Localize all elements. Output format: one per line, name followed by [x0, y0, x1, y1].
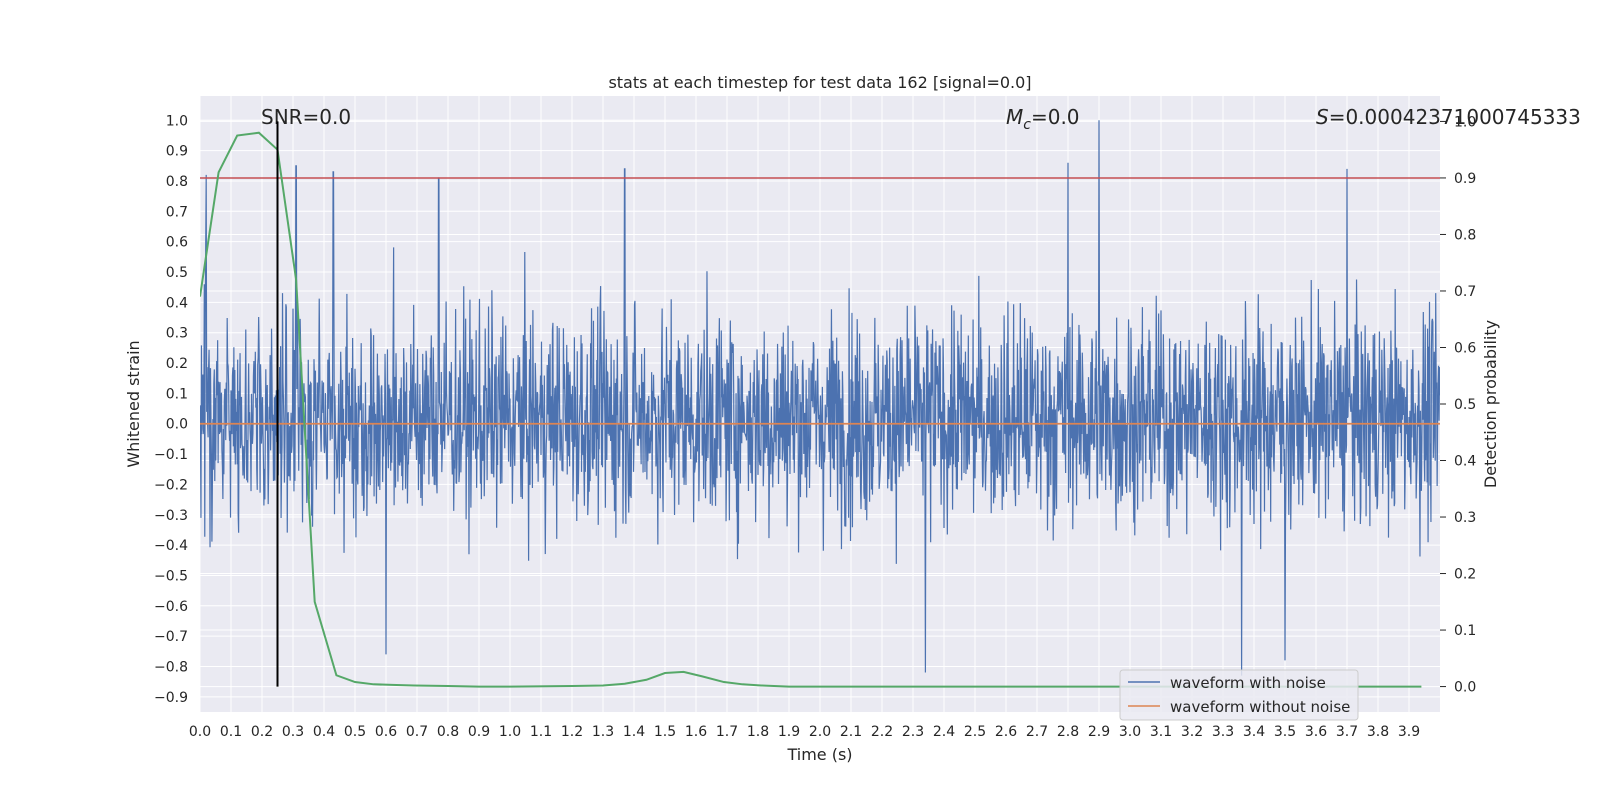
x-tick-label: 2.1 [840, 724, 862, 740]
x-tick-label: 3.0 [1119, 724, 1141, 740]
chirp-mass-annotation: Mc=0.0 [1006, 105, 1080, 133]
y-right-tick-label: 0.5 [1454, 397, 1476, 413]
y-left-tick-label: −0.3 [154, 508, 188, 524]
x-tick-label: 0.9 [468, 724, 490, 740]
legend: waveform with noise waveform without noi… [1119, 669, 1359, 721]
plot-area [200, 120, 1440, 688]
y-left-tick-label: 0.5 [166, 265, 188, 281]
x-tick-label: 1.1 [530, 724, 552, 740]
snr-annotation: SNR=0.0 [261, 105, 351, 129]
x-tick-label: 1.2 [561, 724, 583, 740]
x-tick-label: 2.9 [1088, 724, 1110, 740]
y-left-tick-label: 0.4 [166, 295, 188, 311]
y-right-tick-label: 0.3 [1454, 510, 1476, 526]
y-left-tick-label: 0.6 [166, 235, 188, 251]
x-tick-label: 2.6 [995, 724, 1017, 740]
x-tick-label: 2.0 [809, 724, 831, 740]
chirp-mass-symbol: M [1006, 105, 1023, 129]
y-right-tick-label: 0.8 [1454, 227, 1476, 243]
chart-title: stats at each timestep for test data 162… [608, 73, 1031, 92]
x-tick-label: 2.3 [902, 724, 924, 740]
y-right-tick-label: 0.6 [1454, 340, 1476, 356]
y-left-tick-label: −0.7 [154, 629, 188, 645]
y-right-tick-label: 0.1 [1454, 623, 1476, 639]
x-tick-label: 3.6 [1305, 724, 1327, 740]
chirp-mass-value: =0.0 [1031, 105, 1080, 129]
x-tick-label: 2.2 [871, 724, 893, 740]
y-left-tick-label: 0.3 [166, 326, 188, 342]
x-tick-label: 1.5 [654, 724, 676, 740]
x-tick-label: 0.7 [406, 724, 428, 740]
y-right-tick-label: 1.0 [1454, 114, 1476, 130]
legend-label-noise: waveform with noise [1170, 674, 1326, 692]
x-tick-label: 3.5 [1274, 724, 1296, 740]
x-tick-label: 0.2 [251, 724, 273, 740]
y-left-tick-label: 0.1 [166, 386, 188, 402]
y-axis-left-ticks: 1.0 0.9 0.8 0.7 0.6 0.5 0.4 0.3 0.2 0.1 0.0 −0.1 −0.… [154, 113, 188, 706]
s-symbol: S [1316, 105, 1329, 129]
x-tick-label: 0.3 [282, 724, 304, 740]
x-tick-label: 3.1 [1150, 724, 1172, 740]
s-value: =0.00042371000745333 [1329, 105, 1581, 129]
y-right-tick-label: 0.4 [1454, 454, 1476, 470]
y-left-tick-label: 0.0 [166, 417, 188, 433]
y-left-tick-label: −0.8 [154, 659, 188, 675]
y-left-tick-label: −0.4 [154, 538, 188, 554]
x-tick-label: 0.6 [375, 724, 397, 740]
x-tick-label: 1.8 [747, 724, 769, 740]
x-tick-label: 3.7 [1336, 724, 1358, 740]
s-annotation: S=0.00042371000745333 [1316, 105, 1581, 129]
y-left-tick-label: −0.5 [154, 568, 188, 584]
y-right-tick-label: 0.0 [1454, 680, 1476, 696]
series-waveform-with-noise [200, 120, 1440, 676]
x-tick-label: 2.7 [1026, 724, 1048, 740]
chirp-mass-subscript: c [1023, 117, 1031, 133]
x-tick-label: 1.4 [623, 724, 645, 740]
y-left-tick-label: −0.2 [154, 477, 188, 493]
x-axis-ticks: 0.0 0.1 0.2 0.3 0.4 0.5 0.6 0.7 0.8 0.9 1.0 1.1 1.2 1… [189, 724, 1420, 740]
series-detection-probability [200, 131, 1422, 688]
x-tick-label: 1.3 [592, 724, 614, 740]
x-tick-label: 3.2 [1181, 724, 1203, 740]
x-tick-label: 0.8 [437, 724, 459, 740]
y-left-tick-label: −0.6 [154, 599, 188, 615]
y-left-tick-label: 0.7 [166, 204, 188, 220]
y-left-tick-label: −0.1 [154, 447, 188, 463]
x-tick-label: 1.9 [778, 724, 800, 740]
x-tick-label: 1.6 [685, 724, 707, 740]
y-right-tick-label: 0.9 [1454, 171, 1476, 187]
x-tick-label: 2.4 [933, 724, 955, 740]
y-left-tick-label: 0.9 [166, 144, 188, 160]
y-right-tick-label: 0.7 [1454, 284, 1476, 300]
x-tick-label: 0.1 [220, 724, 242, 740]
y-left-tick-label: 1.0 [166, 113, 188, 129]
y-right-tick-label: 0.2 [1454, 567, 1476, 583]
y-left-tick-label: −0.9 [154, 690, 188, 706]
x-tick-label: 3.4 [1243, 724, 1265, 740]
x-tick-label: 0.5 [344, 724, 366, 740]
y-axis-right-label: Detection probability [1481, 320, 1500, 488]
y-left-tick-label: 0.8 [166, 174, 188, 190]
legend-label-clean: waveform without noise [1170, 698, 1350, 716]
x-tick-label: 3.8 [1367, 724, 1389, 740]
legend-box [1119, 669, 1359, 721]
x-tick-label: 3.9 [1398, 724, 1420, 740]
x-tick-label: 2.5 [964, 724, 986, 740]
y-left-tick-label: 0.2 [166, 356, 188, 372]
y-axis-left-label: Whitened strain [124, 340, 143, 467]
x-tick-label: 2.8 [1057, 724, 1079, 740]
x-axis-label: Time (s) [786, 745, 852, 764]
x-tick-label: 0.0 [189, 724, 211, 740]
x-tick-label: 1.7 [716, 724, 738, 740]
y-axis-right-ticks: 1.0 0.9 0.8 0.7 0.6 0.5 0.4 0.3 0.2 0.1 0.0 [1440, 114, 1476, 696]
x-tick-label: 0.4 [313, 724, 335, 740]
x-tick-label: 1.0 [499, 724, 521, 740]
x-tick-label: 3.3 [1212, 724, 1234, 740]
